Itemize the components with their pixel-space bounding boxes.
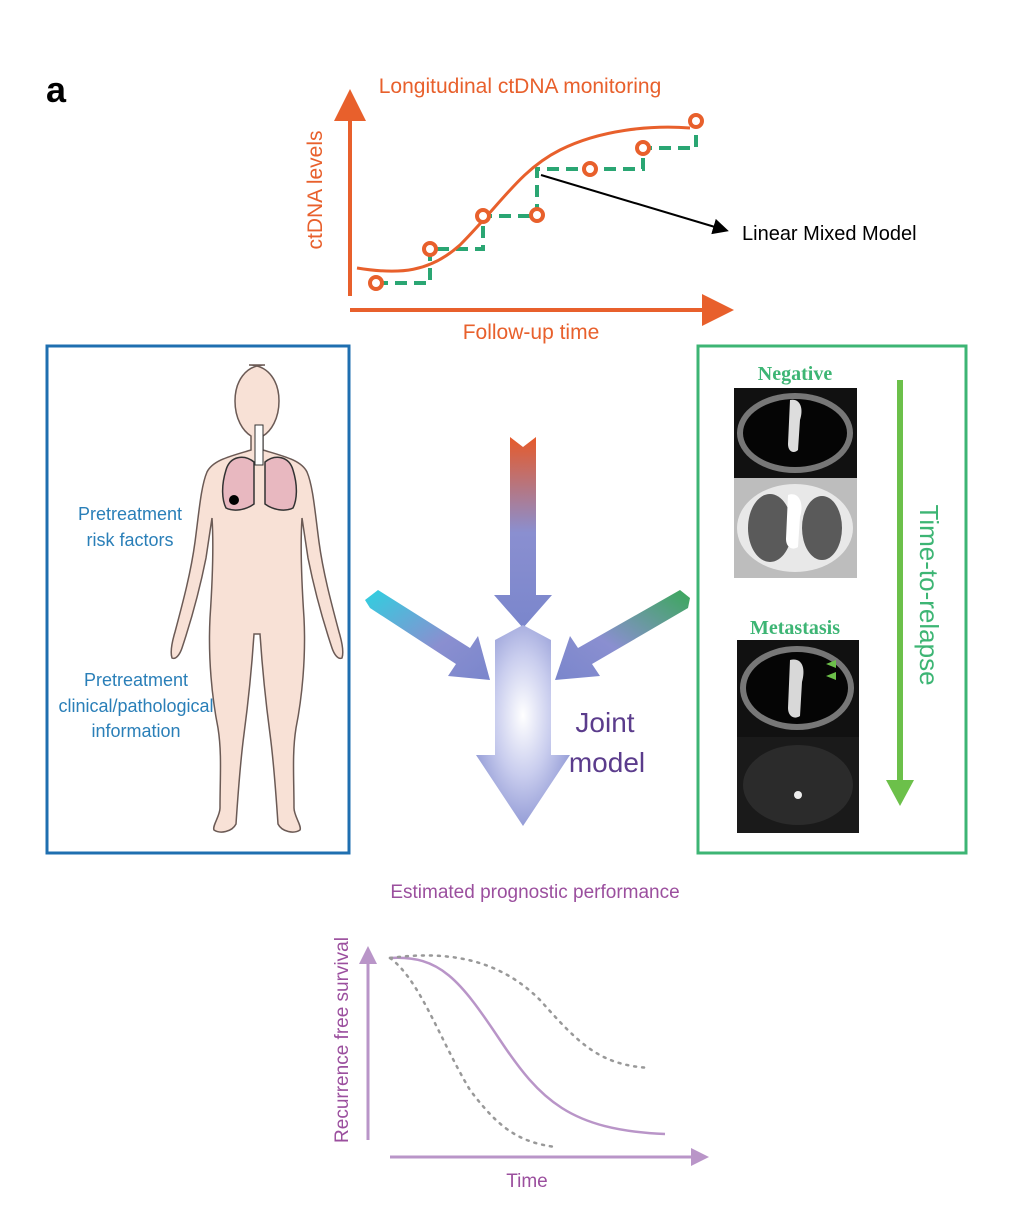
data-point [635,140,651,156]
risk-factors-label-line2: risk factors [86,530,173,550]
annotation-arrow [540,174,729,235]
joint-model-arrows: Joint model [365,437,690,826]
joint-model-label-line1: Joint [575,707,634,738]
lower-confidence-bound [388,956,557,1149]
lesion-arrows-icon [826,660,836,680]
ct-scan-metastasis [737,640,859,833]
time-to-relapse-label: Time-to-relapse [914,504,944,685]
upper-confidence-bound [388,954,652,1070]
data-point [475,208,491,224]
data-point [368,275,384,291]
clinical-info-label-line3: information [91,721,180,741]
clinical-info-label-line1: Pretreatment [84,670,188,690]
right-box: Negative Metastasis Time-to-relapse [696,344,968,855]
fitted-curve [356,125,691,273]
bottom-chart: Estimated prognostic performance Recurre… [332,882,709,1192]
y-axis-label: ctDNA levels [304,130,327,249]
x-axis-label: Follow-up time [463,321,600,344]
data-point [582,161,598,177]
bottom-chart-title: Estimated prognostic performance [390,882,679,903]
ct-scan-negative [734,388,857,578]
survival-curve [389,956,666,1136]
negative-label: Negative [758,363,833,385]
arrow-from-ctdna [494,437,552,628]
right-box-frame [696,344,968,855]
left-box-frame [45,344,351,855]
clinical-info-label-line2: clinical/pathological [58,696,213,716]
risk-factors-label-line1: Pretreatment [78,504,182,524]
tumor-marker [229,495,239,505]
left-box: Pretreatment risk factors Pretreatment c… [45,344,351,855]
joint-arrow [476,625,570,826]
y-axis-label: Recurrence free survival [332,937,353,1143]
top-chart-title: Longitudinal ctDNA monitoring [379,75,662,98]
annotation-label: Linear Mixed Model [742,223,917,245]
x-axis-label: Time [506,1171,548,1192]
metastasis-label: Metastasis [750,617,840,639]
top-chart: Longitudinal ctDNA monitoring ctDNA leve… [304,75,917,344]
data-points [368,113,704,291]
data-point [422,241,438,257]
human-body-icon [170,364,344,833]
arrow-from-pretreatment [365,590,490,680]
joint-model-label-line2: model [569,747,645,778]
arrow-from-relapse [555,590,690,680]
lungs-icon [221,424,298,511]
panel-label: a [46,69,67,110]
data-point [688,113,704,129]
data-point [529,207,545,223]
time-arrow-head [886,780,914,806]
